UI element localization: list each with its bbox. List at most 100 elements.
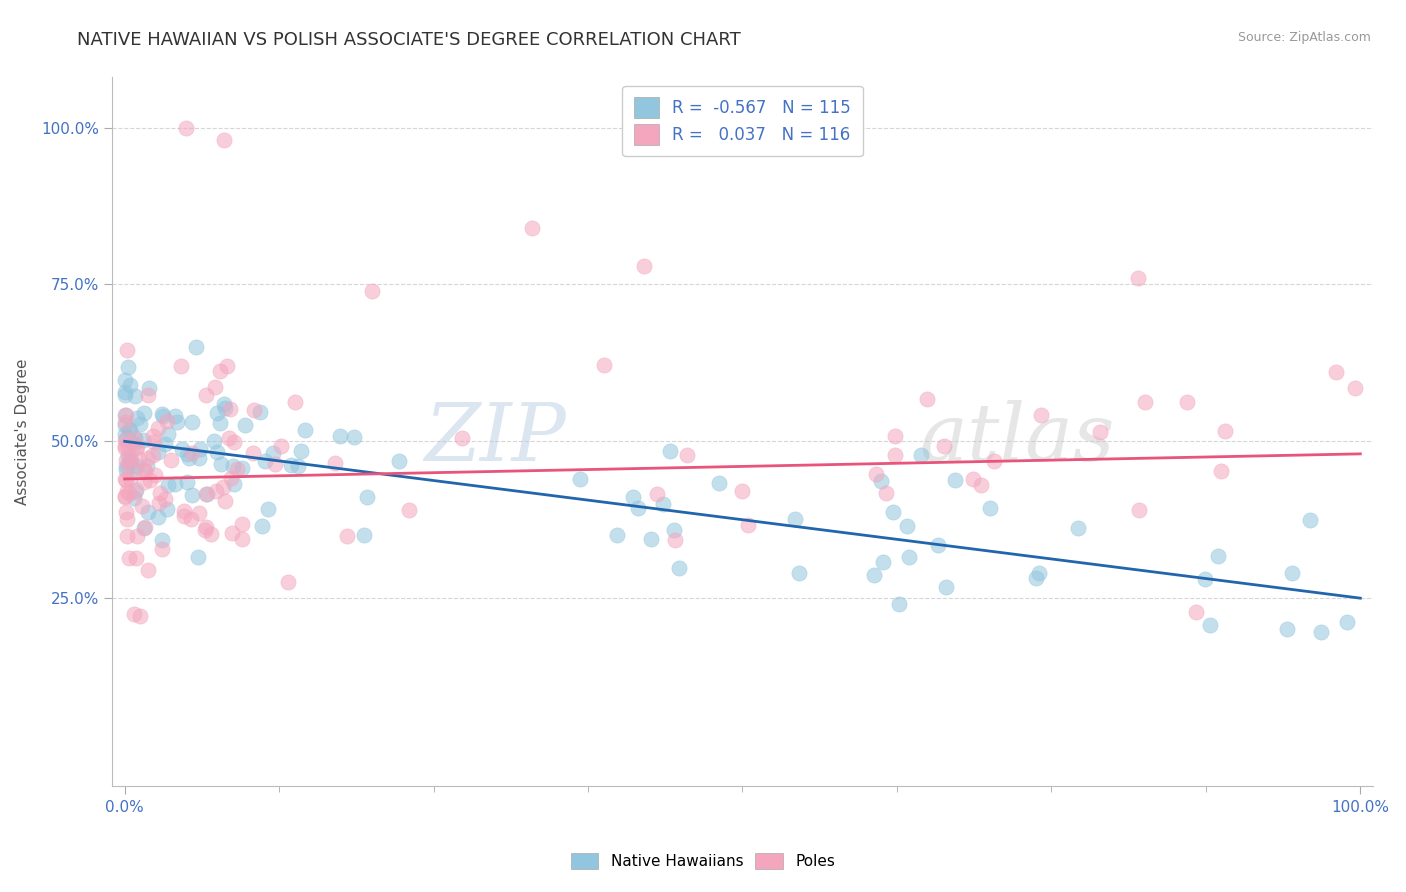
Point <box>915 392 938 406</box>
Point <box>882 505 904 519</box>
Point <box>142 429 165 443</box>
Point <box>118 551 141 566</box>
Point <box>173 508 195 523</box>
Point <box>970 478 993 492</box>
Point <box>184 340 207 354</box>
Point <box>979 500 1001 515</box>
Point <box>115 458 138 473</box>
Point <box>176 447 198 461</box>
Point <box>122 431 145 445</box>
Point <box>1031 408 1053 422</box>
Point <box>336 529 359 543</box>
Point <box>221 471 243 485</box>
Point <box>125 410 148 425</box>
Point <box>212 397 235 411</box>
Point <box>250 518 273 533</box>
Point <box>1090 425 1112 440</box>
Point <box>118 423 141 437</box>
Point <box>353 528 375 542</box>
Point <box>388 453 411 467</box>
Point <box>114 463 136 477</box>
Point <box>1206 549 1229 564</box>
Point <box>114 433 136 447</box>
Point <box>163 409 186 424</box>
Point <box>205 445 228 459</box>
Point <box>1213 424 1236 438</box>
Point <box>120 377 142 392</box>
Point <box>623 490 645 504</box>
Point <box>451 431 474 445</box>
Y-axis label: Associate's Degree: Associate's Degree <box>15 359 30 505</box>
Point <box>118 451 141 466</box>
Point <box>1175 394 1198 409</box>
Point <box>212 480 235 494</box>
Point <box>242 446 264 460</box>
Point <box>676 449 699 463</box>
Point <box>148 421 170 435</box>
Point <box>124 431 146 445</box>
Legend: Native Hawaiians, Poles: Native Hawaiians, Poles <box>565 847 841 875</box>
Point <box>290 443 312 458</box>
Point <box>115 343 138 357</box>
Point <box>114 427 136 442</box>
Point <box>180 415 202 429</box>
Point <box>195 520 218 534</box>
Point <box>264 457 287 471</box>
Point <box>194 388 217 402</box>
Point <box>115 473 138 487</box>
Point <box>187 549 209 564</box>
Point <box>156 413 179 427</box>
Point <box>134 464 156 478</box>
Point <box>214 494 236 508</box>
Point <box>118 485 141 500</box>
Point <box>218 431 240 445</box>
Point <box>156 501 179 516</box>
Point <box>200 526 222 541</box>
Point <box>927 537 949 551</box>
Point <box>627 500 650 515</box>
Point <box>934 580 956 594</box>
Point <box>294 423 316 437</box>
Point <box>943 473 966 487</box>
Point <box>863 568 886 582</box>
Point <box>114 373 136 387</box>
Point <box>235 418 257 433</box>
Point <box>343 430 366 444</box>
Point <box>1126 271 1149 285</box>
Point <box>114 452 136 467</box>
Point <box>132 521 155 535</box>
Point <box>114 388 136 402</box>
Point <box>136 505 159 519</box>
Point <box>117 449 139 463</box>
Point <box>124 461 146 475</box>
Point <box>124 484 146 499</box>
Point <box>172 442 194 456</box>
Point <box>872 555 894 569</box>
Point <box>122 607 145 621</box>
Point <box>215 359 238 373</box>
Point <box>114 489 136 503</box>
Point <box>114 472 136 486</box>
Text: atlas: atlas <box>920 401 1115 478</box>
Point <box>226 461 249 475</box>
Point <box>150 541 173 556</box>
Point <box>1028 566 1050 581</box>
Point <box>120 471 142 485</box>
Point <box>785 512 807 526</box>
Point <box>633 259 655 273</box>
Point <box>125 442 148 456</box>
Point <box>129 417 152 431</box>
Point <box>129 608 152 623</box>
Point <box>325 456 347 470</box>
Point <box>896 519 918 533</box>
Point <box>150 533 173 548</box>
Point <box>170 359 193 373</box>
Point <box>114 417 136 432</box>
Point <box>270 439 292 453</box>
Point <box>209 417 232 431</box>
Point <box>659 444 682 458</box>
Point <box>1336 615 1358 630</box>
Point <box>152 409 174 423</box>
Point <box>1344 381 1367 395</box>
Point <box>114 415 136 429</box>
